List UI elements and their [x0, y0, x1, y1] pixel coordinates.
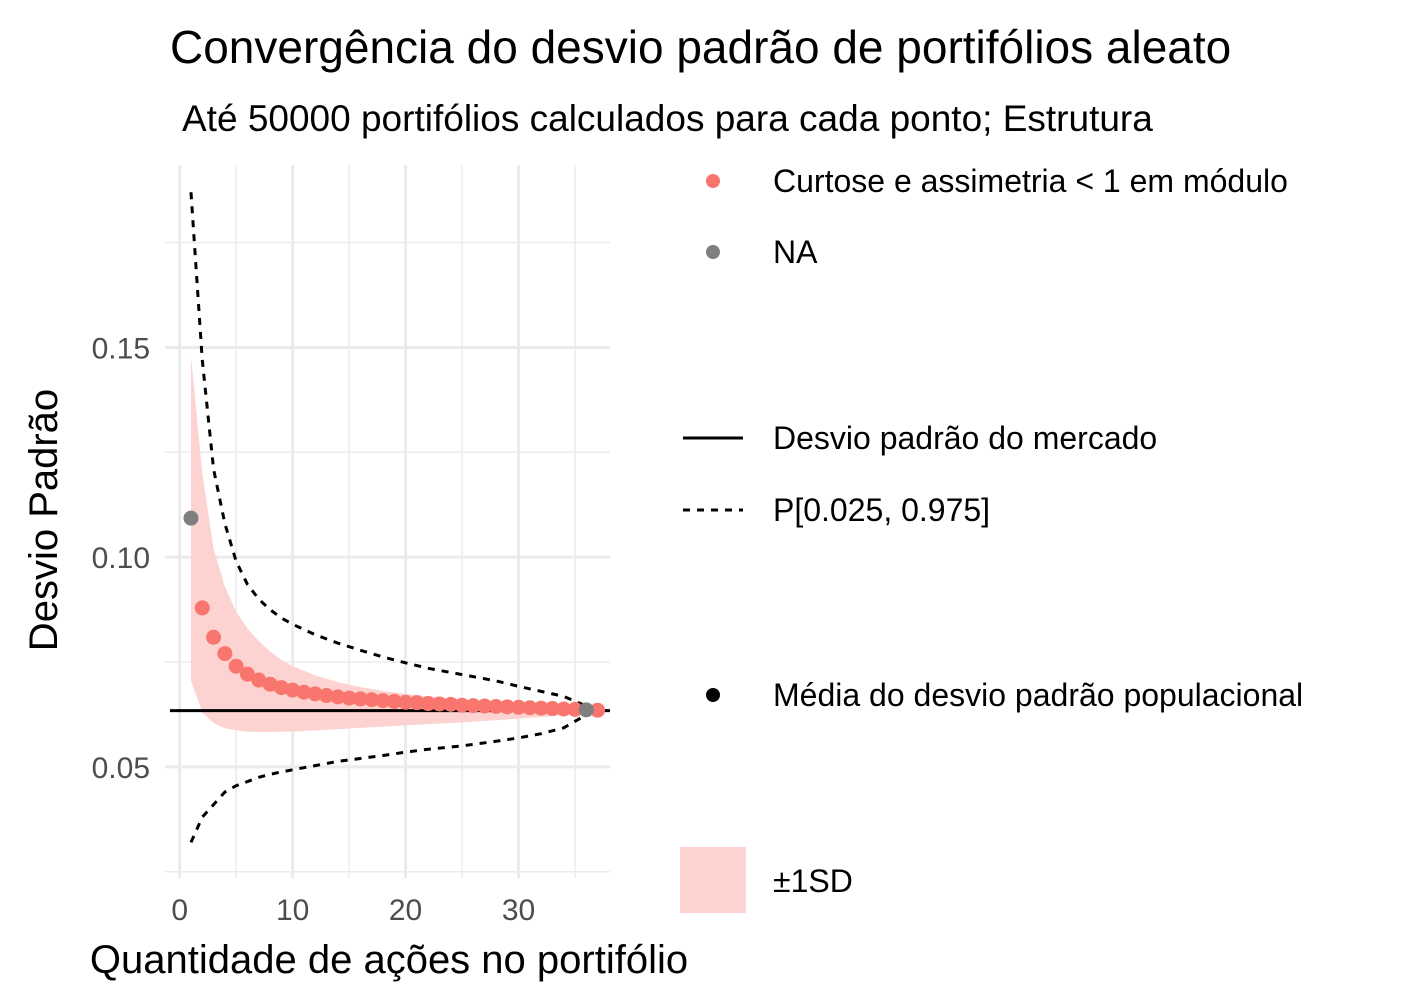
- legend-label: P[0.025, 0.975]: [773, 492, 990, 528]
- x-tick-label: 20: [389, 894, 422, 927]
- data-point: [228, 658, 244, 674]
- data-point: [477, 698, 493, 714]
- na-point: [183, 510, 199, 526]
- legend-label: ±1SD: [773, 863, 853, 899]
- data-point: [273, 680, 289, 696]
- na-point: [578, 702, 594, 718]
- x-tick-label: 0: [171, 894, 188, 927]
- data-point: [511, 699, 527, 715]
- data-point: [398, 694, 414, 710]
- data-point: [590, 702, 606, 718]
- data-point: [307, 686, 323, 702]
- percentile-lower-line: [189, 713, 588, 843]
- data-point: [567, 701, 583, 717]
- plot-area: 0 10 20 30 0.05 0.10 0.15: [92, 165, 610, 927]
- data-point: [533, 700, 549, 716]
- y-tick-label: 0.05: [92, 752, 150, 785]
- y-tick-label: 0.10: [92, 542, 150, 575]
- legend-label: Desvio padrão do mercado: [773, 420, 1157, 456]
- legend-key-point: [706, 174, 720, 188]
- data-point: [386, 693, 402, 709]
- x-tick-label: 30: [502, 894, 535, 927]
- chart-title: Convergência do desvio padrão de portifó…: [170, 21, 1231, 73]
- legend-key-point: [706, 688, 720, 702]
- data-point: [443, 696, 459, 712]
- sd-ribbon: [190, 355, 598, 733]
- data-point: [431, 696, 447, 712]
- data-point: [499, 699, 515, 715]
- data-point: [488, 698, 504, 714]
- data-point: [239, 666, 255, 682]
- data-point: [409, 695, 425, 711]
- data-point: [352, 691, 368, 707]
- data-point: [341, 690, 357, 706]
- legend-key-fill: [680, 847, 746, 913]
- data-point: [296, 684, 312, 700]
- data-point: [206, 629, 222, 645]
- y-axis-title: Desvio Padrão: [22, 389, 66, 651]
- data-point: [364, 692, 380, 708]
- data-point: [251, 672, 267, 688]
- data-point: [556, 701, 572, 717]
- legend-label: NA: [773, 234, 818, 270]
- x-tick-label: 10: [276, 894, 309, 927]
- data-point: [465, 698, 481, 714]
- data-point: [420, 696, 436, 712]
- legend: Curtose e assimetria < 1 em módulo NA Desv…: [680, 163, 1303, 913]
- y-tick-label: 0.15: [92, 332, 150, 365]
- x-axis-title: Quantidade de ações no portifólio: [90, 938, 688, 982]
- data-point: [454, 697, 470, 713]
- data-point: [522, 700, 538, 716]
- data-point: [217, 646, 233, 662]
- legend-label: Média do desvio padrão populacional: [773, 677, 1303, 713]
- data-point: [544, 701, 560, 717]
- data-point: [330, 689, 346, 705]
- data-point: [319, 688, 335, 704]
- percentile-upper-line: [189, 192, 587, 708]
- legend-label: Curtose e assimetria < 1 em módulo: [773, 163, 1288, 199]
- data-point: [262, 676, 278, 692]
- data-point: [285, 682, 301, 698]
- data-point: [194, 600, 210, 616]
- legend-key-point: [706, 245, 720, 259]
- chart-subtitle: Até 50000 portifólios calculados para ca…: [182, 98, 1153, 139]
- data-point: [375, 693, 391, 709]
